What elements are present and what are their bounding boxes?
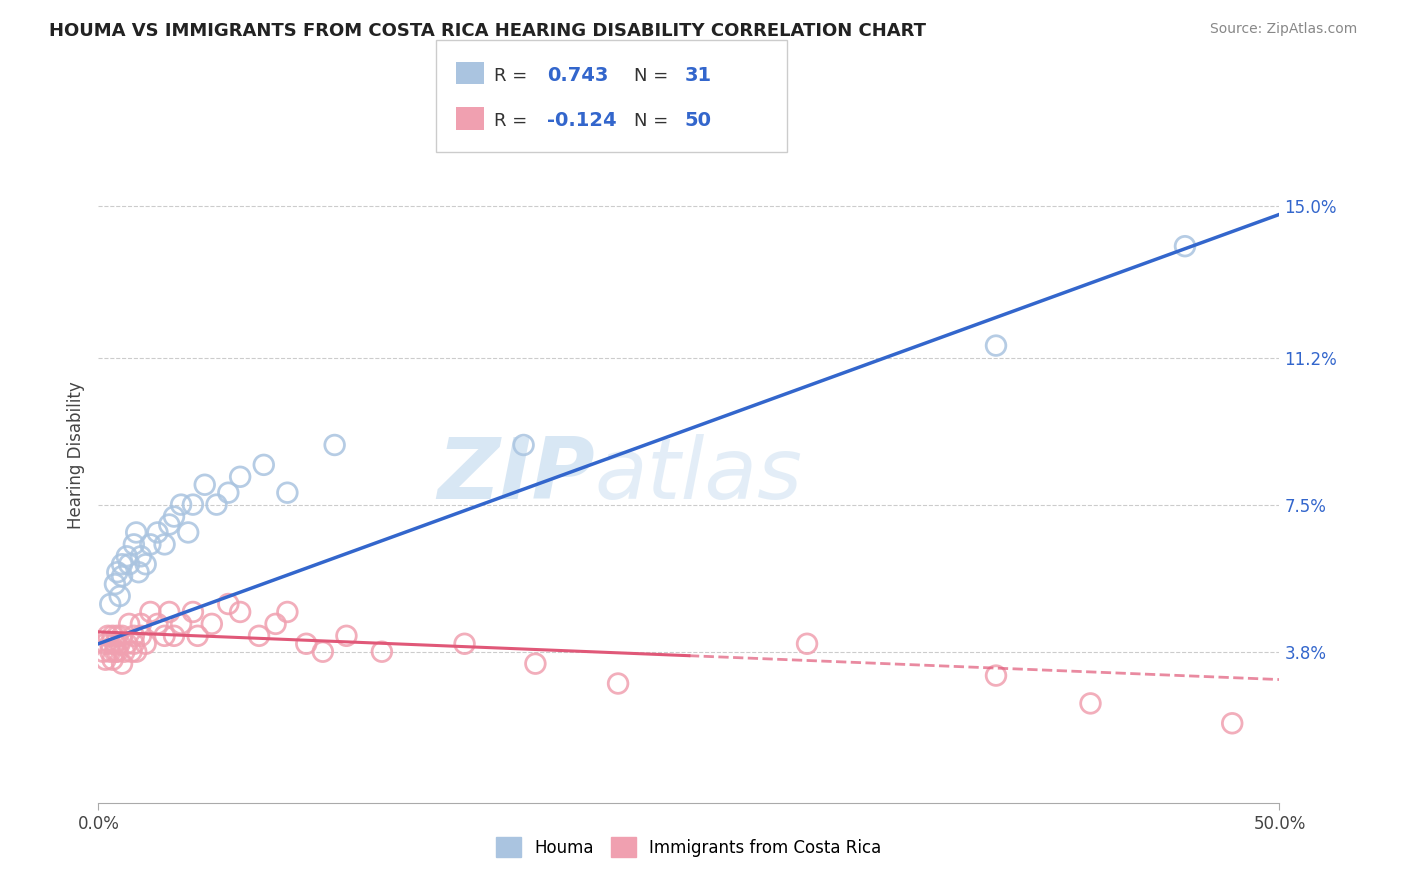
Point	[253, 458, 276, 472]
Point	[512, 438, 534, 452]
Point	[371, 645, 394, 659]
Point	[105, 565, 128, 579]
Point	[125, 645, 148, 659]
Point	[94, 637, 117, 651]
Point	[229, 605, 252, 619]
Point	[115, 549, 138, 564]
Point	[118, 558, 141, 572]
Point	[276, 605, 298, 619]
Text: R =: R =	[494, 112, 533, 129]
Point	[129, 549, 152, 564]
Text: R =: R =	[494, 67, 533, 85]
Point	[104, 577, 127, 591]
Point	[105, 645, 128, 659]
Point	[101, 629, 124, 643]
Text: Source: ZipAtlas.com: Source: ZipAtlas.com	[1209, 22, 1357, 37]
Point	[115, 637, 138, 651]
Text: atlas: atlas	[595, 434, 803, 517]
Point	[264, 616, 287, 631]
Point	[217, 485, 239, 500]
Point	[146, 616, 169, 631]
Text: 0.743: 0.743	[547, 66, 609, 85]
Point	[135, 637, 157, 651]
Point	[111, 629, 134, 643]
Point	[194, 477, 217, 491]
Point	[153, 629, 176, 643]
Point	[104, 637, 127, 651]
Point	[105, 629, 128, 643]
Point	[98, 637, 121, 651]
Point	[205, 498, 228, 512]
Point	[323, 438, 346, 452]
Point	[170, 498, 193, 512]
Point	[607, 676, 630, 690]
Point	[118, 616, 141, 631]
Point	[125, 525, 148, 540]
Point	[170, 616, 193, 631]
Text: N =: N =	[634, 112, 673, 129]
Point	[122, 629, 145, 643]
Text: N =: N =	[634, 67, 673, 85]
Point	[181, 605, 204, 619]
Point	[129, 616, 152, 631]
Point	[122, 537, 145, 551]
Point	[98, 597, 121, 611]
Point	[984, 338, 1007, 352]
Point	[335, 629, 357, 643]
Point	[121, 645, 143, 659]
Point	[1080, 697, 1102, 711]
Text: -0.124: -0.124	[547, 112, 617, 130]
Point	[153, 537, 176, 551]
Point	[111, 657, 134, 671]
Point	[104, 645, 127, 659]
Point	[146, 525, 169, 540]
Point	[157, 605, 180, 619]
Point	[181, 498, 204, 512]
Point	[108, 637, 131, 651]
Point	[135, 558, 157, 572]
Point	[91, 645, 114, 659]
Point	[247, 629, 270, 643]
Legend: Houma, Immigrants from Costa Rica: Houma, Immigrants from Costa Rica	[489, 830, 889, 864]
Point	[796, 637, 818, 651]
Point	[129, 629, 152, 643]
Point	[177, 525, 200, 540]
Text: 31: 31	[685, 66, 711, 85]
Point	[163, 629, 186, 643]
Point	[295, 637, 318, 651]
Text: ZIP: ZIP	[437, 434, 595, 517]
Point	[108, 589, 131, 603]
Point	[101, 653, 124, 667]
Point	[229, 470, 252, 484]
Point	[276, 485, 298, 500]
Y-axis label: Hearing Disability: Hearing Disability	[66, 381, 84, 529]
Point	[453, 637, 475, 651]
Point	[201, 616, 224, 631]
Point	[111, 558, 134, 572]
Point	[524, 657, 547, 671]
Point	[128, 565, 150, 579]
Point	[984, 668, 1007, 682]
Point	[122, 637, 145, 651]
Point	[312, 645, 335, 659]
Point	[111, 569, 134, 583]
Point	[187, 629, 209, 643]
Text: HOUMA VS IMMIGRANTS FROM COSTA RICA HEARING DISABILITY CORRELATION CHART: HOUMA VS IMMIGRANTS FROM COSTA RICA HEAR…	[49, 22, 927, 40]
Point	[139, 605, 162, 619]
Point	[163, 509, 186, 524]
Point	[98, 645, 121, 659]
Point	[94, 653, 117, 667]
Text: 50: 50	[685, 112, 711, 130]
Point	[139, 537, 162, 551]
Point	[97, 629, 120, 643]
Point	[1220, 716, 1243, 731]
Point	[157, 517, 180, 532]
Point	[112, 645, 135, 659]
Point	[217, 597, 239, 611]
Point	[1174, 239, 1197, 253]
